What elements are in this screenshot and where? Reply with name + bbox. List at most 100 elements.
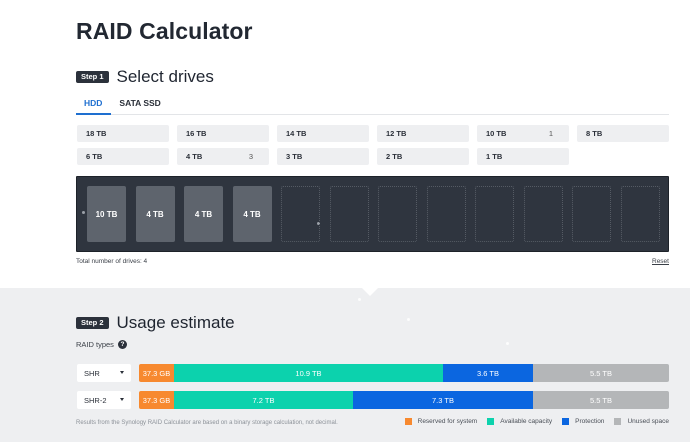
drive-option-label: 3 TB (286, 152, 303, 161)
raid-types-label: RAID types ? (76, 340, 127, 349)
step2-title: Usage estimate (116, 313, 235, 332)
drive-option-10tb[interactable]: 10 TB 1 (477, 125, 569, 142)
legend-item-unused: Unused space (614, 418, 669, 425)
drive-type-tabs: HDD SATA SSD (76, 93, 669, 115)
usage-segment-unused: 5.5 TB (533, 364, 669, 382)
raid-type-value: SHR-2 (84, 396, 107, 405)
legend-label: Available capacity (500, 418, 553, 425)
step2-header: Step 2 Usage estimate (76, 313, 235, 333)
drive-option-6tb[interactable]: 6 TB (77, 148, 169, 165)
usage-bar: 37.3 GB 10.9 TB 3.6 TB 5.5 TB (139, 364, 669, 382)
decorative-dot (407, 318, 410, 321)
usage-segment-available: 10.9 TB (174, 364, 443, 382)
tab-sata-ssd[interactable]: SATA SSD (119, 98, 161, 108)
chevron-down-icon (120, 371, 124, 374)
step1-badge: Step 1 (76, 71, 109, 83)
drive-option-label: 8 TB (586, 129, 603, 138)
drive-slot-filled[interactable]: 10 TB (87, 186, 126, 242)
segment-label: 10.9 TB (295, 368, 322, 378)
legend-swatch (404, 418, 412, 425)
cursor-dot (317, 222, 320, 225)
drive-option-8tb[interactable]: 8 TB (577, 125, 669, 142)
step1-title: Select drives (116, 67, 214, 86)
drive-option-12tb[interactable]: 12 TB (377, 125, 469, 142)
drive-option-label: 2 TB (386, 152, 403, 161)
drive-slot-filled[interactable]: 4 TB (135, 186, 175, 242)
drive-slot-empty[interactable] (426, 186, 466, 242)
usage-segment-reserved: 37.3 GB (139, 364, 174, 382)
drive-option-14tb[interactable]: 14 TB (277, 125, 369, 142)
drive-slot-empty[interactable] (281, 186, 320, 242)
reset-link[interactable]: Reset (652, 258, 669, 265)
drive-slot-empty[interactable] (475, 186, 514, 242)
drive-option-label: 10 TB (486, 129, 507, 138)
drive-option-16tb[interactable]: 16 TB (177, 125, 269, 142)
raid-type-select[interactable]: SHR-2 (77, 391, 131, 409)
drive-option-label: 18 TB (86, 129, 107, 138)
raid-type-value: SHR (84, 369, 100, 378)
legend-label: Reserved for system (417, 418, 478, 425)
drive-slot-empty[interactable] (523, 186, 563, 242)
total-drives: Total number of drives: 4 (76, 258, 148, 265)
legend-item-available: Available capacity (487, 418, 552, 425)
drive-option-label: 4 TB (186, 152, 203, 161)
drive-option-2tb[interactable]: 2 TB (377, 148, 469, 165)
page-title: RAID Calculator (76, 18, 253, 44)
legend-item-reserved: Reserved for system (404, 418, 478, 425)
usage-segment-available: 7.2 TB (174, 391, 353, 409)
step1-header: Step 1 Select drives (76, 67, 214, 87)
drive-slot-filled[interactable]: 4 TB (184, 186, 223, 242)
drive-slot-filled[interactable]: 4 TB (232, 186, 272, 242)
drive-slot-label: 4 TB (243, 209, 261, 219)
drive-slot-label: 10 TB (95, 209, 118, 219)
raid-type-select[interactable]: SHR (77, 364, 131, 382)
legend-swatch (614, 418, 622, 425)
usage-segment-unused: 5.5 TB (533, 391, 669, 409)
chevron-down-icon (120, 398, 124, 401)
segment-label: 7.3 TB (432, 395, 454, 405)
drive-slot-empty[interactable] (572, 186, 611, 242)
usage-segment-reserved: 37.3 GB (139, 391, 174, 409)
drive-option-count: 3 (248, 152, 253, 161)
segment-label: 37.3 GB (142, 395, 171, 405)
drive-slot-label: 4 TB (194, 209, 213, 219)
segment-label: 37.3 GB (142, 368, 171, 378)
usage-segment-protection: 3.6 TB (443, 364, 533, 382)
legend-label: Protection (575, 418, 605, 425)
drive-slot-empty[interactable] (620, 186, 660, 242)
legend-swatch (487, 418, 495, 425)
legend-label: Unused space (627, 418, 669, 425)
drive-option-1tb[interactable]: 1 TB (477, 148, 569, 165)
segment-label: 7.2 TB (252, 395, 275, 405)
segment-label: 5.5 TB (590, 368, 612, 378)
legend-swatch (562, 418, 570, 425)
drive-option-label: 14 TB (286, 129, 307, 138)
drive-option-18tb[interactable]: 18 TB (77, 125, 169, 142)
drive-option-label: 6 TB (86, 152, 103, 161)
drive-option-count: 1 (548, 129, 553, 138)
section-pointer (362, 288, 378, 296)
drive-slot-label: 4 TB (146, 209, 164, 219)
drive-option-4tb[interactable]: 4 TB 3 (177, 148, 269, 165)
legend: Reserved for system Available capacity Pro… (395, 418, 669, 425)
segment-label: 3.6 TB (477, 368, 499, 378)
usage-bar: 37.3 GB 7.2 TB 7.3 TB 5.5 TB (139, 391, 669, 409)
drive-option-label: 1 TB (486, 152, 503, 161)
bay-indicator-dot (82, 211, 85, 214)
segment-label: 5.5 TB (590, 395, 612, 405)
legend-item-protection: Protection (562, 418, 604, 425)
footnote: Results from the Synology RAID Calculato… (76, 420, 338, 426)
usage-segment-protection: 7.3 TB (353, 391, 533, 409)
drive-option-3tb[interactable]: 3 TB (277, 148, 369, 165)
decorative-dot (506, 342, 509, 345)
decorative-dot (358, 298, 361, 301)
drive-bay: 10 TB 4 TB 4 TB 4 TB (76, 176, 669, 252)
tab-hdd[interactable]: HDD (76, 93, 112, 115)
raid-types-text: RAID types (76, 340, 114, 349)
drive-option-label: 16 TB (186, 129, 207, 138)
drive-option-label: 12 TB (386, 129, 407, 138)
drive-slot-empty[interactable] (378, 186, 417, 242)
drive-slot-empty[interactable] (329, 186, 369, 242)
help-icon[interactable]: ? (117, 340, 127, 349)
